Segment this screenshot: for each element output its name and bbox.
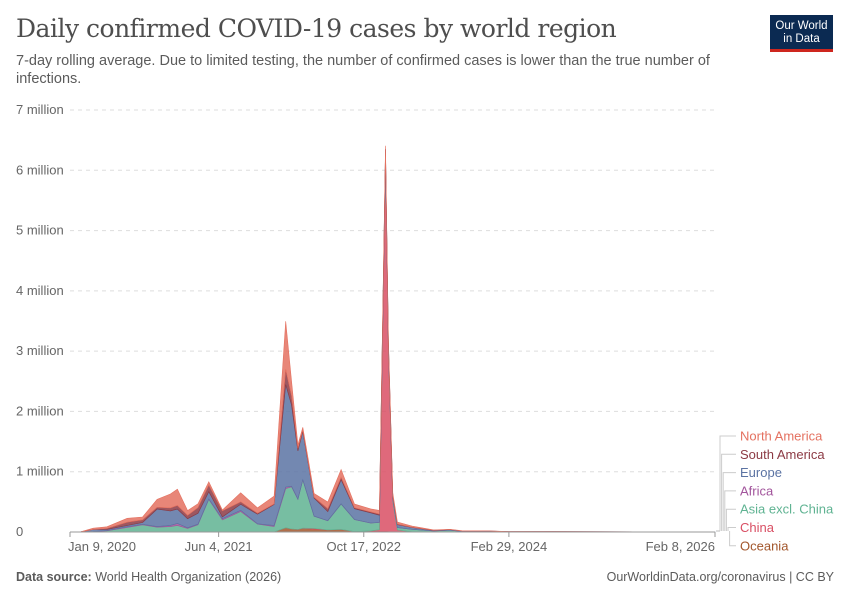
legend-connector: [719, 435, 736, 531]
y-tick-label: 1 million: [16, 464, 64, 479]
area-europe[interactable]: [69, 149, 716, 533]
x-tick-label: Jun 4, 2021: [185, 539, 253, 554]
legend-connector: [721, 453, 736, 531]
legend-item[interactable]: China: [740, 520, 775, 535]
area-oceania[interactable]: [70, 527, 715, 533]
area-china[interactable]: [69, 160, 715, 533]
source-text[interactable]: World Health Organization (2026): [95, 570, 282, 584]
legend-connector: [725, 508, 736, 531]
area-south-america[interactable]: [69, 148, 716, 533]
chart-subtitle: 7-day rolling average. Due to limited te…: [16, 53, 710, 87]
area-north-america[interactable]: [69, 145, 716, 533]
y-tick-label: 6 million: [16, 162, 64, 177]
legend-item[interactable]: Asia excl. China: [740, 502, 834, 517]
data-source: Data source: World Health Organization (…: [16, 570, 281, 584]
area-africa[interactable]: [69, 155, 716, 533]
legend-item[interactable]: Europe: [740, 465, 782, 480]
legend-item[interactable]: North America: [740, 429, 823, 444]
legend-connector: [722, 472, 736, 531]
y-tick-label: 3 million: [16, 343, 64, 358]
y-tick-label: 4 million: [16, 283, 64, 298]
y-tick-label: 2 million: [16, 403, 64, 418]
owid-logo[interactable]: Our World in Data: [770, 15, 833, 52]
legend-connector: [727, 527, 736, 531]
chart-title: Daily confirmed COVID-19 cases by world …: [16, 14, 617, 43]
legend-connector: [729, 531, 736, 547]
y-tick-label: 0: [16, 524, 23, 539]
footer-link[interactable]: OurWorldinData.org/coronavirus | CC BY: [606, 570, 834, 584]
area-asia-excl-china[interactable]: [69, 155, 716, 533]
x-tick-label: Oct 17, 2022: [327, 539, 401, 554]
legend-item[interactable]: Africa: [740, 483, 774, 498]
legend-item[interactable]: South America: [740, 447, 825, 462]
legend-item[interactable]: Oceania: [740, 538, 789, 553]
x-tick-label: Jan 9, 2020: [68, 539, 136, 554]
x-tick-label: Feb 29, 2024: [471, 539, 548, 554]
y-tick-label: 5 million: [16, 223, 64, 238]
legend-connector: [724, 490, 736, 531]
x-tick-label: Feb 8, 2026: [646, 539, 715, 554]
y-tick-label: 7 million: [16, 102, 64, 117]
source-label: Data source:: [16, 570, 92, 584]
